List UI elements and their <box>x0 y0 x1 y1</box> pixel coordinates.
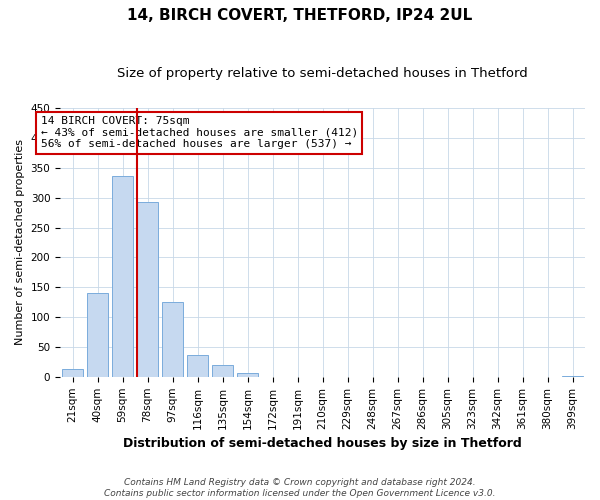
Bar <box>562 376 583 377</box>
Y-axis label: Number of semi-detached properties: Number of semi-detached properties <box>15 140 25 346</box>
Text: 14, BIRCH COVERT, THETFORD, IP24 2UL: 14, BIRCH COVERT, THETFORD, IP24 2UL <box>127 8 473 22</box>
Bar <box>237 372 258 377</box>
Bar <box>87 293 108 377</box>
Bar <box>212 365 233 377</box>
Bar <box>137 202 158 377</box>
Bar <box>187 356 208 377</box>
Bar <box>62 369 83 377</box>
Text: Contains HM Land Registry data © Crown copyright and database right 2024.
Contai: Contains HM Land Registry data © Crown c… <box>104 478 496 498</box>
Title: Size of property relative to semi-detached houses in Thetford: Size of property relative to semi-detach… <box>117 68 528 80</box>
X-axis label: Distribution of semi-detached houses by size in Thetford: Distribution of semi-detached houses by … <box>123 437 522 450</box>
Bar <box>112 176 133 377</box>
Bar <box>162 302 183 377</box>
Text: 14 BIRCH COVERT: 75sqm
← 43% of semi-detached houses are smaller (412)
56% of se: 14 BIRCH COVERT: 75sqm ← 43% of semi-det… <box>41 116 358 150</box>
